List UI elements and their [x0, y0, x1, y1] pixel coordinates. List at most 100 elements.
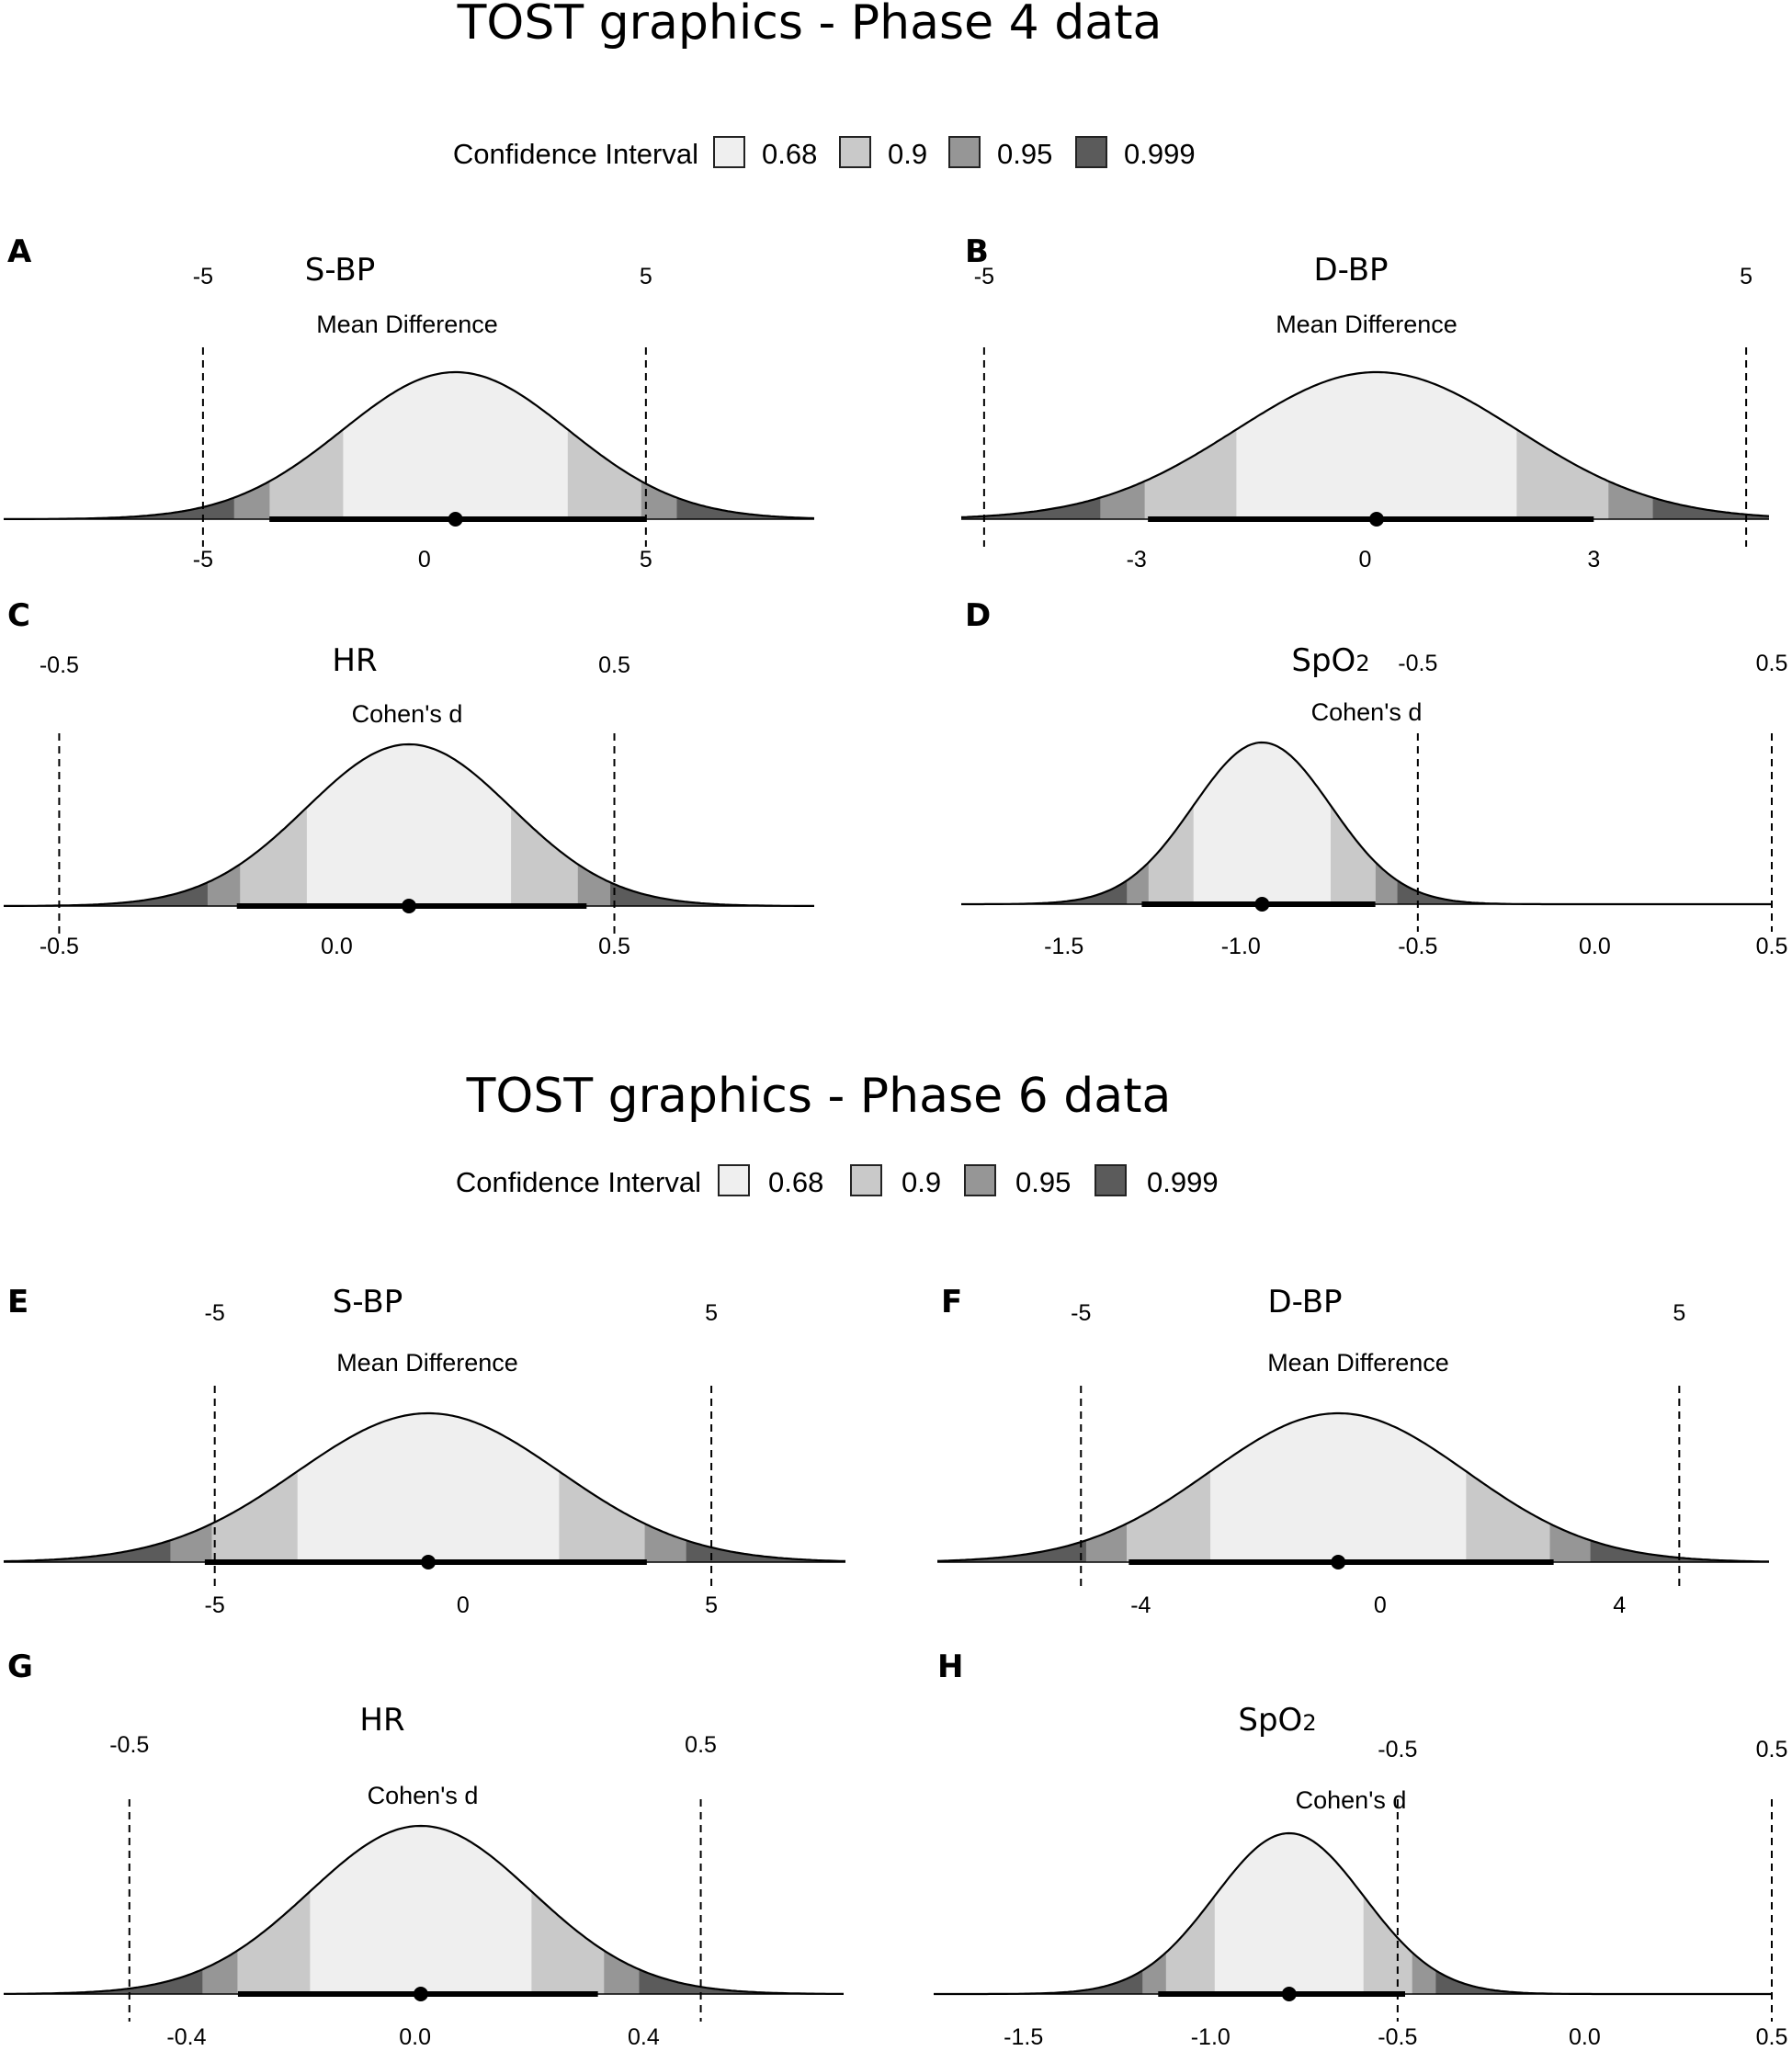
legend-level-068: 0.68 [762, 138, 817, 170]
panel-letter: G [7, 1649, 33, 1685]
legend-phase4: Confidence Interval 0.68 0.9 0.95 0.999 [453, 136, 1196, 170]
x-tick-label: -1.5 [1004, 2024, 1043, 2050]
x-tick-label: -1.0 [1191, 2024, 1231, 2050]
panel-title: HR [359, 1702, 404, 1739]
panel-a-sbp: -5 5 -5 0 5 A S-BP Mean Difference [4, 233, 815, 572]
point-estimate [448, 512, 463, 527]
x-tick-label: 0 [1359, 547, 1372, 572]
panel-letter: C [7, 597, 30, 634]
equivalence-bound-label: 5 [1740, 264, 1752, 289]
panel-title: SpO2 [1238, 1702, 1316, 1739]
x-tick-label: -0.4 [166, 2024, 206, 2050]
density-curve [960, 370, 1770, 518]
legend-swatch-095 [964, 1164, 996, 1196]
panel-letter: B [965, 233, 989, 270]
legend-swatch-0999 [1094, 1164, 1127, 1196]
ci-band-068 [343, 372, 568, 519]
x-tick-label: -4 [1130, 1592, 1151, 1618]
x-tick-label: 0.5 [1756, 934, 1788, 959]
legend-label: Confidence Interval [456, 1166, 701, 1198]
ci-band-068 [297, 1413, 560, 1562]
equivalence-bound-label: -0.5 [1398, 651, 1437, 676]
point-estimate [413, 1987, 428, 2001]
equivalence-bound-label: 0.5 [1756, 651, 1788, 676]
x-tick-label: 0.0 [321, 934, 353, 959]
ci-band-068 [1210, 1413, 1467, 1562]
x-tick-label: -0.5 [40, 934, 79, 959]
legend-swatch-095 [948, 136, 981, 168]
density-curve [4, 370, 815, 520]
panel-g-hr: -0.5 0.5 -0.4 0.0 0.4 G HR Cohen's d [4, 1649, 845, 2050]
equivalence-bound-label: -5 [1071, 1300, 1091, 1326]
panel-subtitle: Cohen's d [1311, 698, 1423, 726]
legend-level-095: 0.95 [997, 138, 1052, 170]
panel-subtitle: Mean Difference [1267, 1349, 1449, 1377]
legend-level-09: 0.9 [902, 1166, 941, 1198]
equivalence-bound-label: -5 [193, 264, 213, 289]
legend-level-068: 0.68 [768, 1166, 823, 1198]
x-tick-label: 0.0 [399, 2024, 431, 2050]
panel-title: D-BP [1267, 1284, 1342, 1320]
equivalence-bound-label: 5 [705, 1300, 718, 1326]
panel-title: S-BP [305, 252, 375, 289]
density-curve [937, 1411, 1769, 1563]
legend-level-095: 0.95 [1015, 1166, 1071, 1198]
x-tick-label: 5 [640, 547, 652, 572]
x-tick-label: 5 [705, 1592, 718, 1618]
x-tick-label: 0.5 [1756, 2024, 1788, 2050]
point-estimate [402, 899, 416, 913]
x-tick-label: -3 [1127, 547, 1147, 572]
x-tick-label: 0 [418, 547, 431, 572]
density-curve [4, 742, 814, 907]
panel-letter: E [7, 1284, 28, 1320]
equivalence-bound-label: -0.5 [1378, 1737, 1417, 1762]
equivalence-bound-label: 0.5 [1756, 1737, 1788, 1762]
panel-subtitle: Cohen's d [1296, 1786, 1407, 1814]
legend-phase6: Confidence Interval 0.68 0.9 0.95 0.999 [456, 1164, 1219, 1198]
x-tick-label: -0.5 [1398, 934, 1437, 959]
equivalence-bound-label: 5 [1673, 1300, 1685, 1326]
panel-title: D-BP [1313, 252, 1388, 289]
panel-f-dbp: -5 5 -4 0 4 F D-BP Mean Difference [937, 1284, 1769, 1618]
legend-swatch-09 [850, 1164, 882, 1196]
ci-band-068 [1193, 742, 1331, 904]
ci-band-068 [310, 1826, 532, 1994]
ci-band-068 [1214, 1833, 1364, 1994]
legend-level-0999: 0.999 [1147, 1166, 1219, 1198]
legend-swatch-09 [839, 136, 871, 168]
panel-subtitle: Mean Difference [1276, 311, 1457, 338]
point-estimate [1368, 512, 1384, 527]
panel-subtitle: Cohen's d [368, 1782, 479, 1809]
x-tick-label: 0 [457, 1592, 470, 1618]
panel-letter: H [937, 1649, 963, 1685]
legend-level-0999: 0.999 [1124, 138, 1196, 170]
x-tick-label: 4 [1613, 1592, 1626, 1618]
section-title-phase6: TOST graphics - Phase 6 data [466, 1069, 1172, 1124]
x-tick-label: 0 [1374, 1592, 1387, 1618]
panel-b-dbp: -5 5 -3 0 3 B D-BP Mean Difference [960, 233, 1770, 572]
panel-e-sbp: -5 5 -5 0 5 E S-BP Mean Difference [3, 1284, 845, 1618]
point-estimate [1254, 897, 1270, 912]
density-curve [3, 1411, 845, 1563]
equivalence-bound-label: -5 [205, 1300, 225, 1326]
point-estimate [421, 1555, 437, 1569]
panel-subtitle: Mean Difference [316, 311, 498, 338]
panel-title: S-BP [333, 1284, 403, 1320]
panel-d-spo2: -0.5 0.5 -1.5 -1.0 -0.5 0.0 0.5 D SpO2 Cohen's d [961, 597, 1787, 959]
panel-c-hr: -0.5 0.5 -0.5 0.0 0.5 C HR Cohen's d [4, 597, 814, 959]
legend-swatch-068 [718, 1164, 750, 1196]
x-tick-label: -1.5 [1044, 934, 1083, 959]
panel-letter: D [965, 597, 991, 634]
panel-subtitle: Mean Difference [336, 1349, 518, 1377]
density-curve [4, 1824, 845, 1995]
legend-label: Confidence Interval [453, 138, 698, 170]
panel-letter: A [7, 233, 32, 270]
panel-letter: F [941, 1284, 962, 1320]
legend-swatch-0999 [1075, 136, 1107, 168]
equivalence-bound-label: -0.5 [109, 1732, 149, 1758]
panel-title: HR [332, 642, 377, 679]
ci-band-068 [1236, 372, 1517, 519]
legend-level-09: 0.9 [888, 138, 927, 170]
equivalence-bound-label: 0.5 [685, 1732, 717, 1758]
